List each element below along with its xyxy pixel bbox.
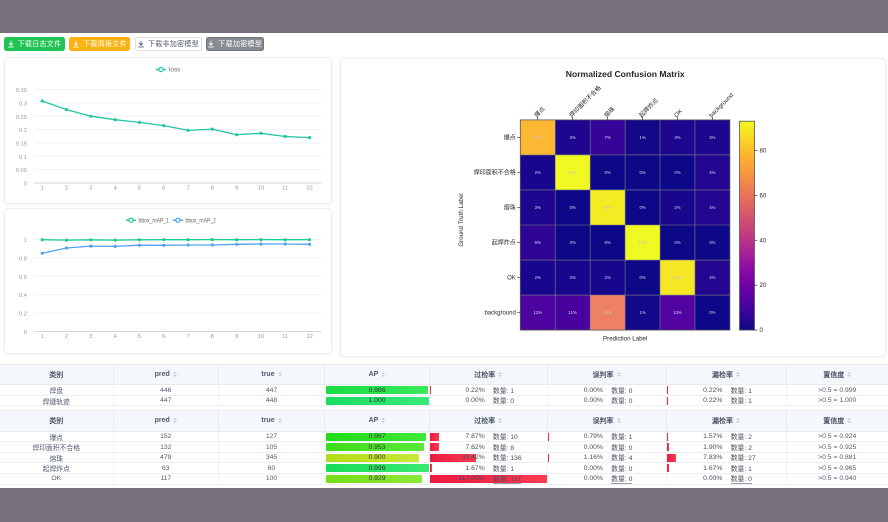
svg-text:2: 2 (65, 185, 68, 191)
svg-text:0%: 0% (605, 240, 611, 245)
svg-text:bbox_mAP_1: bbox_mAP_1 (139, 217, 170, 224)
svg-text:1%: 1% (639, 310, 645, 315)
svg-text:0%: 0% (639, 205, 645, 210)
svg-text:2%: 2% (674, 205, 680, 210)
svg-text:起焊炸点: 起焊炸点 (637, 96, 660, 119)
svg-text:89%: 89% (673, 275, 682, 280)
svg-text:12%: 12% (533, 310, 542, 315)
svg-text:焊印面积不合格: 焊印面积不合格 (567, 83, 602, 118)
svg-text:0: 0 (760, 328, 764, 334)
svg-text:0%: 0% (570, 240, 576, 245)
svg-text:93%: 93% (638, 240, 647, 245)
svg-text:0%: 0% (570, 205, 576, 210)
svg-text:8: 8 (211, 334, 214, 340)
svg-text:0.4: 0.4 (19, 293, 28, 299)
svg-text:background: background (709, 92, 735, 118)
svg-text:4: 4 (114, 334, 118, 340)
svg-text:81%: 81% (533, 135, 542, 140)
svg-text:80: 80 (760, 148, 767, 154)
svg-text:0%: 0% (639, 275, 645, 280)
svg-text:4%: 4% (709, 170, 715, 175)
svg-text:3%: 3% (709, 135, 715, 140)
svg-text:0.25: 0.25 (16, 114, 27, 120)
svg-text:0.3: 0.3 (19, 101, 27, 107)
svg-text:0: 0 (24, 330, 27, 336)
svg-text:1: 1 (24, 238, 27, 244)
svg-text:爆点: 爆点 (504, 133, 516, 141)
svg-text:12: 12 (306, 334, 312, 340)
svg-text:0.6: 0.6 (19, 274, 27, 280)
svg-text:6: 6 (162, 334, 165, 340)
svg-text:background: background (484, 310, 515, 316)
svg-text:Normalized Confusion Matrix: Normalized Confusion Matrix (566, 69, 685, 79)
svg-text:93%: 93% (568, 170, 577, 175)
svg-text:OK: OK (507, 275, 516, 281)
svg-text:11: 11 (282, 334, 288, 340)
svg-text:9: 9 (235, 185, 238, 191)
svg-text:7: 7 (186, 185, 189, 191)
svg-text:0.2: 0.2 (19, 128, 27, 134)
svg-text:熔珠: 熔珠 (602, 104, 616, 118)
svg-text:60: 60 (760, 193, 767, 199)
svg-text:起焊炸点: 起焊炸点 (492, 238, 516, 246)
svg-text:0.2: 0.2 (19, 311, 27, 317)
svg-text:OK: OK (674, 108, 684, 118)
svg-text:焊印面积不合格: 焊印面积不合格 (474, 168, 516, 176)
svg-text:0.35: 0.35 (16, 88, 27, 94)
svg-text:3: 3 (89, 334, 92, 340)
svg-text:10: 10 (258, 185, 264, 191)
svg-text:bbox_mAP_2: bbox_mAP_2 (186, 217, 217, 224)
svg-text:20: 20 (760, 283, 767, 289)
svg-text:3%: 3% (570, 135, 576, 140)
svg-text:1: 1 (41, 185, 44, 191)
svg-text:9: 9 (235, 334, 238, 340)
svg-text:2: 2 (65, 334, 68, 340)
svg-text:4: 4 (114, 185, 118, 191)
svg-text:11%: 11% (569, 310, 577, 315)
svg-text:6%: 6% (535, 240, 541, 245)
svg-text:7%: 7% (605, 135, 611, 140)
svg-text:13%: 13% (673, 310, 682, 315)
svg-text:7: 7 (186, 334, 189, 340)
svg-text:5: 5 (138, 334, 141, 340)
svg-text:2%: 2% (605, 275, 611, 280)
svg-text:0%: 0% (639, 170, 645, 175)
svg-text:5: 5 (138, 185, 141, 191)
svg-text:0: 0 (24, 181, 27, 187)
svg-text:爆点: 爆点 (533, 104, 547, 118)
svg-text:1: 1 (41, 334, 44, 340)
svg-text:3: 3 (89, 185, 92, 191)
svg-text:2%: 2% (535, 275, 541, 280)
svg-text:0%: 0% (709, 310, 715, 315)
svg-text:11: 11 (282, 185, 288, 191)
svg-text:6: 6 (162, 185, 165, 191)
svg-text:0.05: 0.05 (16, 168, 27, 174)
svg-text:90%: 90% (603, 205, 612, 210)
svg-text:0%: 0% (605, 170, 611, 175)
svg-text:4%: 4% (709, 275, 715, 280)
svg-text:40: 40 (760, 238, 767, 244)
svg-text:1%: 1% (639, 135, 645, 140)
svg-text:2%: 2% (535, 170, 541, 175)
svg-text:4%: 4% (709, 205, 715, 210)
svg-text:Prediction Label: Prediction Label (603, 335, 647, 342)
svg-text:熔珠: 熔珠 (504, 203, 516, 211)
svg-text:3%: 3% (535, 205, 541, 210)
svg-text:0%: 0% (674, 170, 680, 175)
svg-text:8: 8 (211, 185, 214, 191)
svg-text:0.8: 0.8 (19, 256, 27, 262)
svg-text:0.1: 0.1 (19, 154, 27, 160)
svg-text:loss: loss (169, 66, 180, 73)
svg-text:12: 12 (306, 185, 312, 191)
svg-text:61%: 61% (603, 310, 612, 315)
svg-text:0%: 0% (674, 240, 680, 245)
svg-text:2%: 2% (570, 275, 576, 280)
svg-text:Ground Truth Label: Ground Truth Label (458, 193, 465, 246)
svg-text:3%: 3% (674, 135, 680, 140)
svg-text:0.15: 0.15 (16, 141, 27, 147)
svg-text:0%: 0% (709, 240, 715, 245)
svg-text:10: 10 (258, 334, 264, 340)
